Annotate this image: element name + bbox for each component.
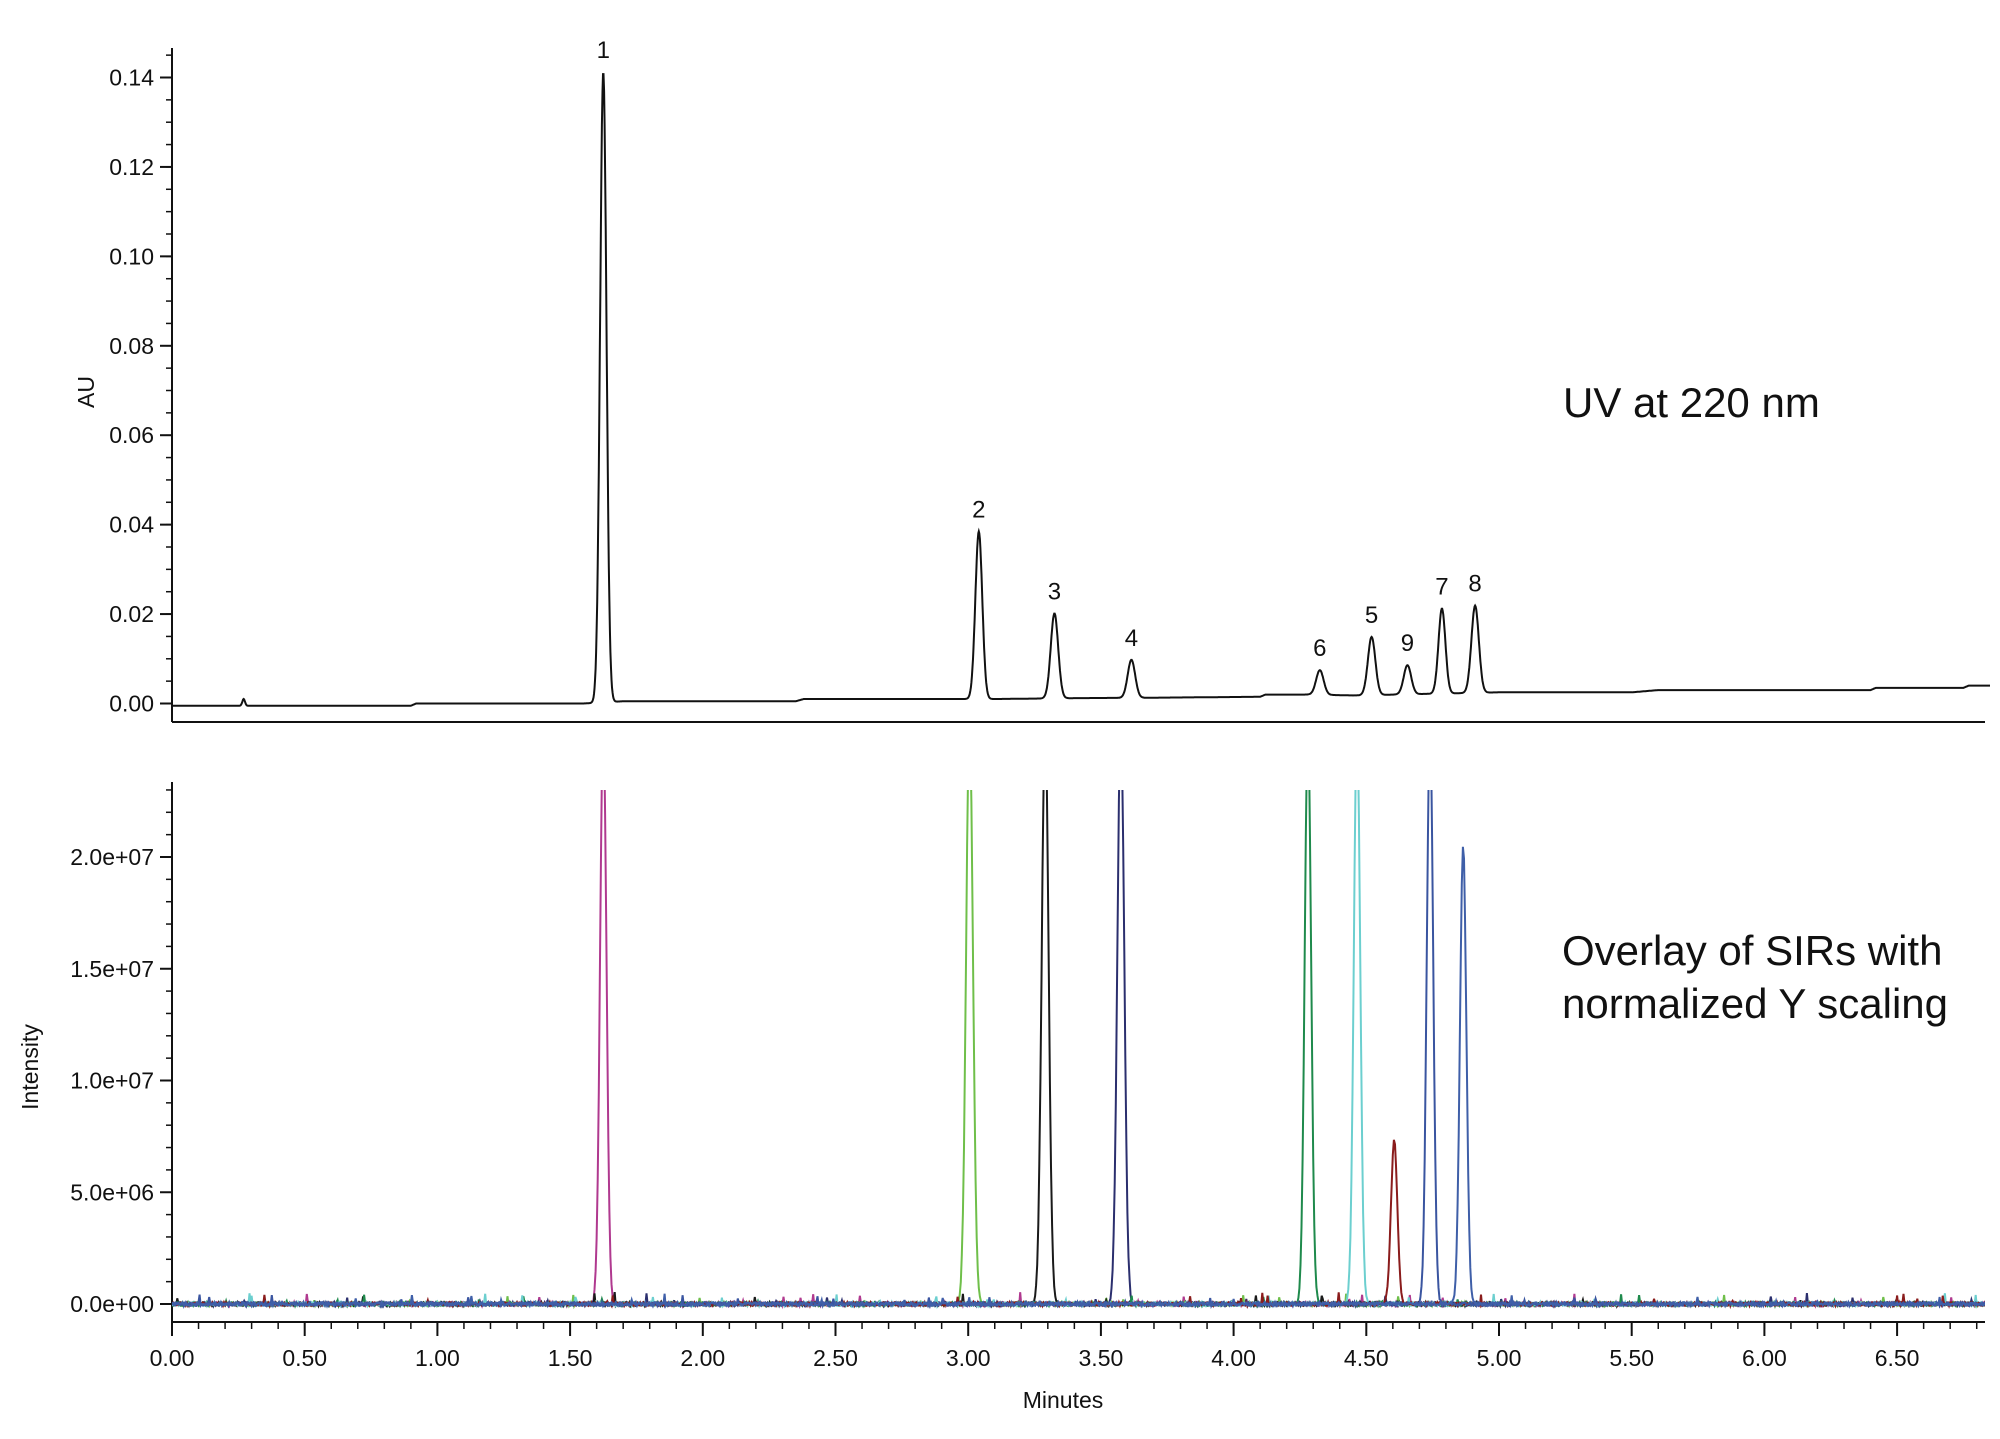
peak-label: 1 xyxy=(597,37,610,64)
sir-traces xyxy=(172,789,1985,1310)
x-tick-label: 4.50 xyxy=(1344,1345,1389,1371)
sir-y-tick-label: 2.0e+07 xyxy=(70,844,154,870)
uv-trace xyxy=(172,73,1990,707)
peak-label: 4 xyxy=(1125,625,1138,652)
x-tick-label: 6.50 xyxy=(1875,1345,1920,1371)
uv-y-tick-label: 0.06 xyxy=(109,422,154,448)
x-tick-label: 2.50 xyxy=(813,1345,858,1371)
uv-chromatogram-panel: 0.00 0.02 0.04 0.06 0.08 0.10 0.12 0.14 1 2 3 4 6 59 7… xyxy=(109,37,1990,723)
sir-y-tick-label: 1.0e+07 xyxy=(70,1068,154,1094)
uv-y-axis-title: AU xyxy=(73,376,99,408)
uv-y-tick-label: 0.12 xyxy=(109,154,154,180)
sir-y-axis-title: Intensity xyxy=(17,1024,43,1110)
uv-y-tick-label: 0.00 xyxy=(109,691,154,717)
x-tick-label: 0.00 xyxy=(150,1345,195,1371)
x-tick-label: 5.50 xyxy=(1609,1345,1654,1371)
sir-y-tick-label: 5.0e+06 xyxy=(70,1179,154,1205)
peak-label: 6 xyxy=(1313,635,1326,662)
peak-label: 8 xyxy=(1468,571,1481,598)
peak-label: 9 xyxy=(1401,630,1414,657)
x-tick-label: 0.50 xyxy=(282,1345,327,1371)
x-axis-title: Minutes xyxy=(1023,1387,1104,1413)
sir-annotation-line-2: normalized Y scaling xyxy=(1562,980,1948,1027)
sir-y-tick-label: 0.0e+00 xyxy=(70,1291,154,1317)
uv-y-tick-label: 0.04 xyxy=(109,512,154,538)
x-tick-label: 1.00 xyxy=(415,1345,460,1371)
sir-y-tick-label: 1.5e+07 xyxy=(70,956,154,982)
sir-overlay-panel: 0.0e+00 5.0e+06 1.0e+07 1.5e+07 2.0e+07 0.00 0… xyxy=(70,782,1985,1371)
peak-label: 2 xyxy=(972,496,985,523)
x-tick-label: 3.00 xyxy=(946,1345,991,1371)
x-tick-label: 2.00 xyxy=(680,1345,725,1371)
peak-label: 7 xyxy=(1435,574,1448,601)
sir-trace xyxy=(172,846,1985,1310)
peak-label: 3 xyxy=(1048,578,1061,605)
uv-y-tick-label: 0.14 xyxy=(109,65,154,91)
x-tick-label: 6.00 xyxy=(1742,1345,1787,1371)
uv-y-tick-label: 0.02 xyxy=(109,601,154,627)
x-tick-label: 3.50 xyxy=(1079,1345,1124,1371)
uv-y-tick-label: 0.08 xyxy=(109,333,154,359)
sir-trace xyxy=(172,1139,1985,1310)
peak-label: 5 xyxy=(1365,602,1378,629)
uv-y-tick-label: 0.10 xyxy=(109,243,154,269)
x-tick-label: 4.00 xyxy=(1211,1345,1256,1371)
uv-annotation: UV at 220 nm xyxy=(1563,379,1820,426)
x-tick-label: 5.00 xyxy=(1477,1345,1522,1371)
sir-annotation-line-1: Overlay of SIRs with xyxy=(1562,927,1942,974)
x-tick-label: 1.50 xyxy=(548,1345,593,1371)
